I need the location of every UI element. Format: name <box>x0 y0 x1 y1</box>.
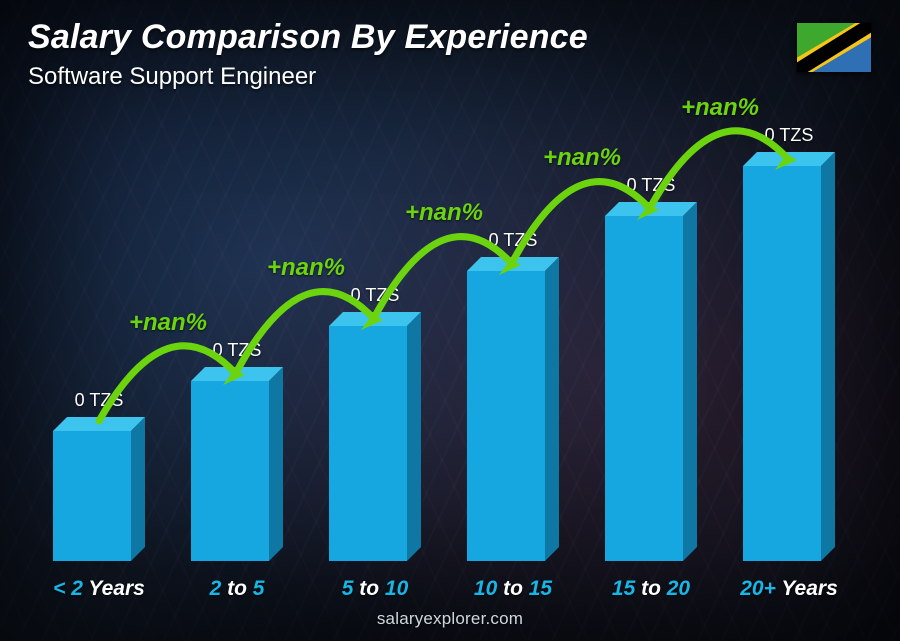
bar-value-label: 0 TZS <box>719 125 859 146</box>
bar <box>605 216 697 561</box>
x-axis-label: 20+ Years <box>709 577 869 601</box>
bar-value-label: 0 TZS <box>167 340 307 361</box>
footer-credit: salaryexplorer.com <box>0 609 900 629</box>
bar-side-face <box>269 367 283 561</box>
bar-slot: 0 TZS5 to 10 <box>316 91 434 561</box>
bar-side-face <box>683 202 697 561</box>
bar-side-face <box>821 152 835 561</box>
bar-front-face <box>467 271 545 561</box>
x-axis-label: 2 to 5 <box>157 577 317 601</box>
bar-front-face <box>605 216 683 561</box>
bar-value-label: 0 TZS <box>305 285 445 306</box>
bar <box>467 271 559 561</box>
x-axis-label: < 2 Years <box>19 577 179 601</box>
bar-slot: 0 TZS15 to 20 <box>592 91 710 561</box>
page-subtitle: Software Support Engineer <box>28 63 770 91</box>
x-axis-label: 10 to 15 <box>433 577 593 601</box>
bar-slot: 0 TZS20+ Years <box>730 91 848 561</box>
bar <box>329 326 421 561</box>
bar-front-face <box>743 166 821 561</box>
bar <box>53 431 145 561</box>
x-axis-label: 5 to 10 <box>295 577 455 601</box>
bar-value-label: 0 TZS <box>443 230 583 251</box>
bar <box>191 381 283 561</box>
bar-slot: 0 TZS< 2 Years <box>40 91 158 561</box>
chart-area: 0 TZS< 2 Years0 TZS2 to 50 TZS5 to 100 T… <box>40 91 848 561</box>
bar-value-label: 0 TZS <box>581 175 721 196</box>
bar-slot: 0 TZS10 to 15 <box>454 91 572 561</box>
bar-side-face <box>407 312 421 561</box>
x-axis-label: 15 to 20 <box>571 577 731 601</box>
bar-front-face <box>53 431 131 561</box>
bar-row: 0 TZS< 2 Years0 TZS2 to 50 TZS5 to 100 T… <box>40 91 848 561</box>
bar-front-face <box>329 326 407 561</box>
header: Salary Comparison By Experience Software… <box>28 18 770 91</box>
bar-value-label: 0 TZS <box>29 390 169 411</box>
bar-side-face <box>545 257 559 561</box>
page-title: Salary Comparison By Experience <box>28 18 770 57</box>
bar-side-face <box>131 417 145 561</box>
flag-icon <box>796 22 872 73</box>
bar-front-face <box>191 381 269 561</box>
bar-slot: 0 TZS2 to 5 <box>178 91 296 561</box>
bar <box>743 166 835 561</box>
